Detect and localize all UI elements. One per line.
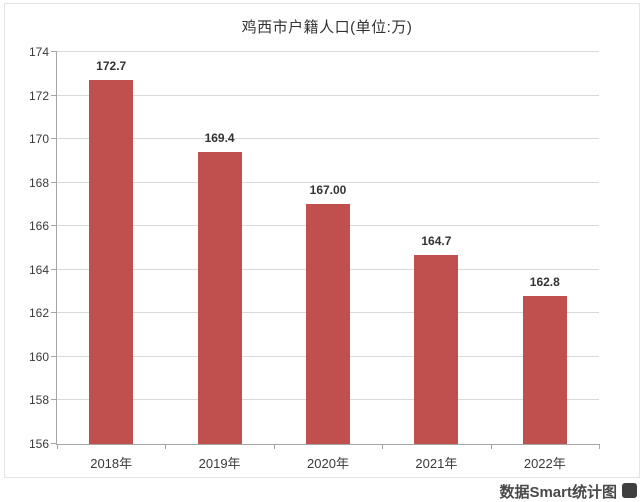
bar-value-label: 172.7 <box>96 59 127 74</box>
y-axis-labels: 156 158 160 162 164 166 168 170 172 174 <box>11 45 49 451</box>
y-tick-label: 164 <box>28 262 49 277</box>
bar <box>89 80 134 444</box>
watermark: 数据Smart统计图 <box>499 481 637 502</box>
y-axis-tick <box>51 94 57 96</box>
gridline <box>57 51 599 52</box>
bar <box>197 152 242 444</box>
x-tick-label: 2021年 <box>415 456 458 471</box>
y-axis-tick <box>51 312 57 314</box>
y-tick-label: 166 <box>28 219 49 234</box>
y-tick-label: 158 <box>28 393 49 408</box>
x-axis-tick <box>57 444 58 449</box>
x-tick-label: 2018年 <box>90 456 133 471</box>
y-tick-label: 162 <box>28 306 49 321</box>
x-axis-tick <box>382 444 384 449</box>
y-axis-tick <box>51 181 57 183</box>
gridline <box>57 181 599 183</box>
bar-value-label: 169.4 <box>204 131 235 146</box>
x-axis-tick <box>490 444 492 449</box>
y-tick-label: 160 <box>28 349 49 364</box>
y-tick-label: 168 <box>28 175 49 190</box>
bar-value-label: 162.8 <box>529 274 560 289</box>
y-axis-tick <box>51 225 57 227</box>
watermark-logo-icon <box>622 483 637 498</box>
x-axis-tick <box>165 444 167 449</box>
x-tick-label: 2022年 <box>523 456 566 471</box>
bar <box>414 254 459 444</box>
y-axis-tick <box>51 355 57 357</box>
bar-value-label: 167.00 <box>309 183 347 198</box>
watermark-text: 数据Smart统计图 <box>499 484 617 501</box>
bar <box>306 204 350 444</box>
chart-card: 鸡西市户籍人口(单位:万) 156 158 160 162 164 166 168 170 17… <box>4 3 640 478</box>
y-tick-label: 172 <box>28 88 49 103</box>
gridline <box>57 94 599 96</box>
y-tick-label: 174 <box>28 45 49 59</box>
y-axis-tick <box>51 268 57 270</box>
x-axis-tick <box>599 444 600 449</box>
x-tick-label: 2020年 <box>307 456 349 471</box>
y-axis-tick <box>51 51 57 52</box>
bar-value-label: 164.7 <box>421 233 452 248</box>
chart-title: 鸡西市户籍人口(单位:万) <box>241 19 413 36</box>
plot-area: 172.7 2018年 169.4 2019年 167.00 2020年 164.7 2021… <box>51 51 600 471</box>
y-axis-tick <box>51 443 57 444</box>
y-axis-tick <box>51 138 57 140</box>
y-tick-label: 170 <box>28 132 49 147</box>
y-tick-label: 156 <box>28 437 49 451</box>
gridline <box>57 138 599 140</box>
x-tick-label: 2019年 <box>198 456 241 471</box>
bar <box>522 295 567 444</box>
y-axis-tick <box>51 399 57 401</box>
x-axis-tick <box>273 444 275 449</box>
